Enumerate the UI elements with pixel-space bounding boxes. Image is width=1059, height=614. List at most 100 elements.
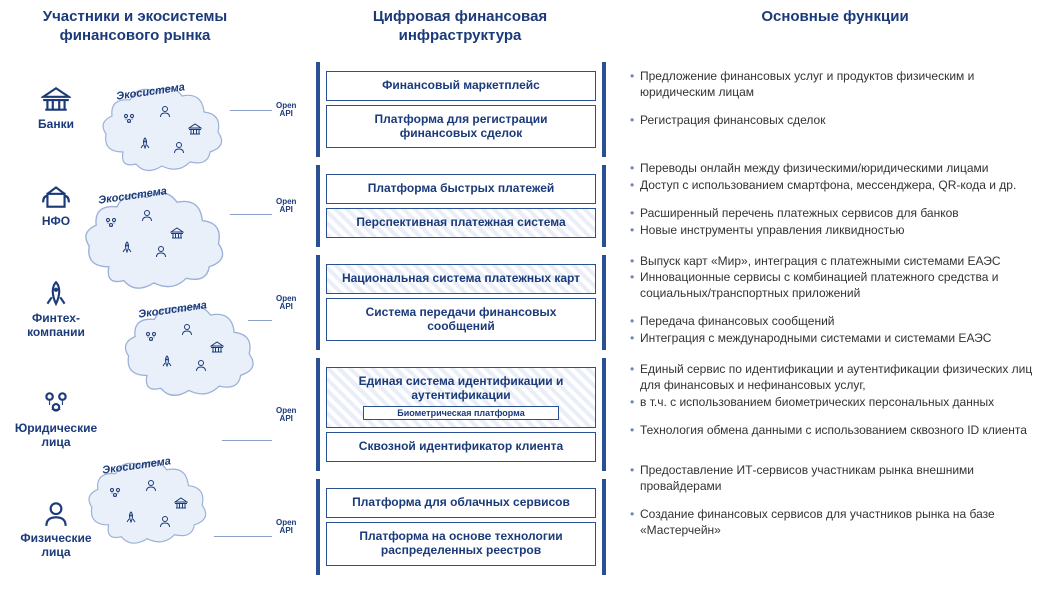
function-block: Единый сервис по идентификации и аутенти…	[618, 355, 1048, 410]
function-block: Выпуск карт «Мир», интеграция с платежны…	[618, 247, 1048, 302]
platform-label: Сквозной идентификатор клиента	[359, 439, 563, 453]
open-api-label: OpenAPI	[276, 198, 296, 214]
function-block: Предложение финансовых услуг и продуктов…	[618, 62, 1048, 100]
ecosystem-cloud: Экосистема	[98, 82, 228, 172]
function-item: Переводы онлайн между физическими/юридич…	[630, 161, 1048, 177]
bank-icon	[170, 226, 184, 240]
function-item: Единый сервис по идентификации и аутенти…	[630, 362, 1048, 393]
platform-label: Платформа для регистрации финансовых сде…	[374, 112, 547, 140]
connector-line	[230, 214, 272, 215]
ecosystem-cloud: Экосистема	[120, 300, 260, 394]
participant-banks: Банки	[14, 84, 98, 131]
group-icon	[108, 486, 122, 500]
group-icon	[41, 388, 71, 418]
functions-group: Предложение финансовых услуг и продуктов…	[618, 62, 1048, 146]
participant-label: Финтех-компании	[14, 311, 98, 339]
platform-group: OpenAPIПлатформа быстрых платежейПерспек…	[316, 165, 606, 247]
person-icon	[41, 498, 71, 528]
function-item: Расширенный перечень платежных сервисов …	[630, 206, 1048, 222]
functions-group: Предоставление ИТ-сервисов участникам ры…	[618, 456, 1048, 540]
platform-box: Платформа быстрых платежей	[326, 174, 596, 204]
functions-group: Переводы онлайн между физическими/юридич…	[618, 154, 1048, 238]
participant-legal: Юридические лица	[14, 388, 98, 449]
person-icon	[158, 104, 172, 118]
header-functions: Основные функции	[670, 8, 1000, 27]
platform-group: OpenAPIЕдиная система идентификации и ау…	[316, 358, 606, 471]
function-item: Предложение финансовых услуг и продуктов…	[630, 69, 1048, 100]
person-icon	[180, 322, 194, 336]
platform-group: OpenAPIПлатформа для облачных сервисовПл…	[316, 479, 606, 574]
platform-label: Платформа быстрых платежей	[368, 181, 555, 195]
person-icon	[194, 358, 208, 372]
person-icon	[172, 140, 186, 154]
function-item: Предоставление ИТ-сервисов участникам ры…	[630, 463, 1048, 494]
function-block: Технология обмена данными с использовани…	[618, 416, 1048, 448]
header-participants: Участники и экосистемы финансового рынка	[20, 8, 250, 46]
platform-box: Национальная система платежных карт	[326, 264, 596, 294]
function-item: Инновационные сервисы с комбинацией плат…	[630, 270, 1048, 301]
bank-icon	[210, 340, 224, 354]
open-api-label: OpenAPI	[276, 295, 296, 311]
function-item: Выпуск карт «Мир», интеграция с платежны…	[630, 254, 1048, 270]
bank-icon	[174, 496, 188, 510]
person-icon	[158, 514, 172, 528]
platform-box: Система передачи финансовых сообщений	[326, 298, 596, 342]
platform-box: Платформа для регистрации финансовых сде…	[326, 105, 596, 149]
platform-box: Платформа на основе технологии распредел…	[326, 522, 596, 566]
connector-line	[248, 320, 272, 321]
participant-label: Юридические лица	[14, 421, 98, 449]
function-block: Расширенный перечень платежных сервисов …	[618, 199, 1048, 238]
function-item: Доступ с использованием смартфона, мессе…	[630, 178, 1048, 194]
bank-icon	[41, 84, 71, 114]
platform-box: Платформа для облачных сервисов	[326, 488, 596, 518]
functions-column: Предложение финансовых услуг и продуктов…	[618, 62, 1048, 548]
platform-box: Финансовый маркетплейс	[326, 71, 596, 101]
infrastructure-column: OpenAPIФинансовый маркетплейсПлатформа д…	[316, 62, 606, 583]
nfo-icon	[41, 181, 71, 211]
header-infrastructure: Цифровая финансовая инфраструктура	[330, 8, 590, 46]
platform-label: Финансовый маркетплейс	[382, 78, 540, 92]
function-block: Передача финансовых сообщенийИнтеграция …	[618, 307, 1048, 347]
platform-box: Сквозной идентификатор клиента	[326, 432, 596, 462]
function-item: Интеграция с международными системами и …	[630, 331, 1048, 347]
function-item: Создание финансовых сервисов для участни…	[630, 507, 1048, 538]
platform-group: OpenAPIНациональная система платежных ка…	[316, 255, 606, 350]
function-item: Регистрация финансовых сделок	[630, 113, 1048, 129]
platform-sub-box: Биометрическая платформа	[363, 406, 560, 420]
connector-line	[230, 110, 272, 111]
group-icon	[104, 216, 118, 230]
open-api-label: OpenAPI	[276, 519, 296, 535]
platform-box: Перспективная платежная система	[326, 208, 596, 238]
function-block: Создание финансовых сервисов для участни…	[618, 500, 1048, 540]
rocket-icon	[138, 136, 152, 150]
rocket-icon	[160, 354, 174, 368]
function-block: Предоставление ИТ-сервисов участникам ры…	[618, 456, 1048, 494]
platform-group: OpenAPIФинансовый маркетплейсПлатформа д…	[316, 62, 606, 157]
person-icon	[144, 478, 158, 492]
open-api-label: OpenAPI	[276, 407, 296, 423]
ecosystem-cloud: Экосистема	[80, 186, 230, 286]
function-item: Технология обмена данными с использовани…	[630, 423, 1048, 439]
group-icon	[144, 330, 158, 344]
ecosystem-cloud: Экосистема	[84, 456, 212, 542]
bank-icon	[188, 122, 202, 136]
connector-line	[214, 536, 272, 537]
rocket-icon	[120, 240, 134, 254]
functions-group: Выпуск карт «Мир», интеграция с платежны…	[618, 247, 1048, 348]
platform-label: Система передачи финансовых сообщений	[366, 305, 557, 333]
function-item: в т.ч. с использованием биометрических п…	[630, 395, 1048, 411]
rocket-icon	[41, 278, 71, 308]
group-icon	[122, 112, 136, 126]
connector-line	[222, 440, 272, 441]
platform-label: Перспективная платежная система	[356, 215, 565, 229]
platform-label: Единая система идентификации и аутентифи…	[359, 374, 564, 402]
person-icon	[140, 208, 154, 222]
platform-label: Платформа на основе технологии распредел…	[359, 529, 562, 557]
platform-box: Единая система идентификации и аутентифи…	[326, 367, 596, 428]
platform-label: Национальная система платежных карт	[342, 271, 580, 285]
platform-label: Платформа для облачных сервисов	[352, 495, 570, 509]
function-item: Новые инструменты управления ликвидность…	[630, 223, 1048, 239]
participant-label: Банки	[14, 117, 98, 131]
function-block: Регистрация финансовых сделок	[618, 106, 1048, 146]
rocket-icon	[124, 510, 138, 524]
